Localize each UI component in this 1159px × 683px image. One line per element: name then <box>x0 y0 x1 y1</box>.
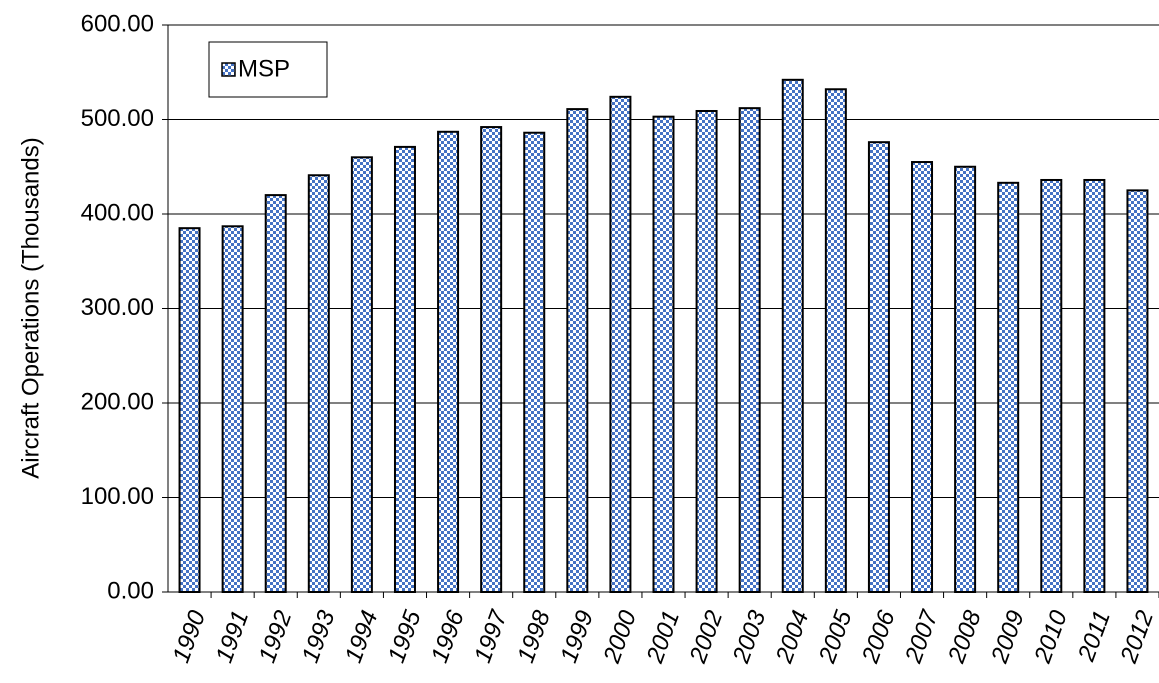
bar <box>523 131 546 593</box>
bar <box>781 78 804 593</box>
x-tick-label: 2004 <box>770 607 814 667</box>
bar <box>867 141 890 593</box>
x-tick-label: 2008 <box>943 606 987 667</box>
bar <box>221 225 244 593</box>
bar <box>911 161 934 593</box>
legend-label: MSP <box>238 55 290 82</box>
y-tick-label: 300.00 <box>81 294 154 321</box>
bar <box>437 130 460 593</box>
bar <box>824 88 847 593</box>
x-tick-label: 2011 <box>1073 607 1116 666</box>
x-tick-label: 2005 <box>813 606 857 667</box>
y-tick-label: 600.00 <box>81 10 154 37</box>
x-tick-label: 2000 <box>598 606 642 667</box>
x-tick-label: 1991 <box>211 607 255 666</box>
y-axis-label: Aircraft Operations (Thousands) <box>17 137 44 478</box>
bar <box>307 174 330 593</box>
y-tick-label: 0.00 <box>107 577 154 604</box>
x-tick-label: 1999 <box>555 607 599 666</box>
bar <box>350 156 373 594</box>
y-tick-label: 100.00 <box>81 483 154 510</box>
bar <box>695 109 718 594</box>
bar <box>738 107 761 593</box>
x-tick-label: 2007 <box>900 605 945 667</box>
bar <box>1040 178 1063 593</box>
x-tick-label: 1996 <box>426 606 470 666</box>
x-tick-label: 2002 <box>684 607 728 667</box>
bar <box>609 95 632 593</box>
bar <box>264 194 287 593</box>
x-tick-label: 2009 <box>986 607 1030 667</box>
bar <box>1083 178 1106 593</box>
bar <box>393 145 416 593</box>
x-tick-label: 2001 <box>641 607 685 667</box>
x-tick-label: 1993 <box>297 606 341 666</box>
bar <box>954 165 977 593</box>
x-tick-label: 1995 <box>383 606 427 666</box>
x-tick-label: 2003 <box>727 606 771 667</box>
x-tick-label: 1997 <box>469 605 513 666</box>
bar <box>178 227 201 594</box>
x-tick-label: 2012 <box>1115 607 1159 667</box>
bar <box>566 108 589 593</box>
x-tick-label: 1990 <box>168 606 212 666</box>
y-tick-label: 400.00 <box>81 199 154 226</box>
y-tick-label: 200.00 <box>81 388 154 415</box>
bar <box>652 115 675 593</box>
x-tick-label: 1998 <box>512 606 556 666</box>
x-tick-label: 2010 <box>1029 606 1073 667</box>
x-tick-label: 2006 <box>857 606 901 667</box>
y-tick-label: 500.00 <box>81 105 154 132</box>
bar <box>480 126 503 593</box>
bar <box>997 181 1020 593</box>
legend-swatch <box>221 62 236 77</box>
x-tick-label: 1994 <box>340 607 384 666</box>
bar <box>1126 189 1149 593</box>
x-tick-label: 1992 <box>254 607 298 666</box>
